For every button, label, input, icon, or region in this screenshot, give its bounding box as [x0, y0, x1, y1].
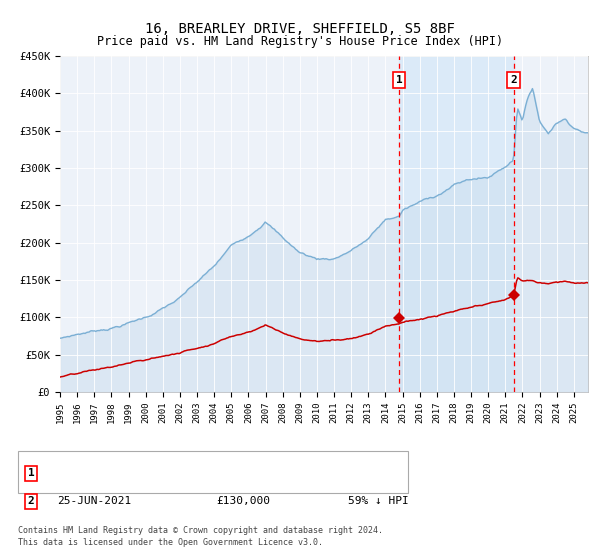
Text: HPI: Average price, detached house, Sheffield: HPI: Average price, detached house, Shef… — [60, 474, 319, 483]
Text: £98,995: £98,995 — [216, 468, 263, 478]
Text: 2: 2 — [510, 75, 517, 85]
Text: This data is licensed under the Open Government Licence v3.0.: This data is licensed under the Open Gov… — [18, 538, 323, 547]
Bar — [399, 56, 514, 392]
Text: 2: 2 — [28, 496, 35, 506]
Text: 25-JUN-2021: 25-JUN-2021 — [57, 496, 131, 506]
Text: Price paid vs. HM Land Registry's House Price Index (HPI): Price paid vs. HM Land Registry's House … — [97, 35, 503, 48]
Text: 59% ↓ HPI: 59% ↓ HPI — [348, 496, 409, 506]
Text: Contains HM Land Registry data © Crown copyright and database right 2024.: Contains HM Land Registry data © Crown c… — [18, 526, 383, 535]
Text: 16, BREARLEY DRIVE, SHEFFIELD, S5 8BF: 16, BREARLEY DRIVE, SHEFFIELD, S5 8BF — [145, 22, 455, 36]
Text: £130,000: £130,000 — [216, 496, 270, 506]
Text: 23-OCT-2014: 23-OCT-2014 — [57, 468, 131, 478]
Text: 16, BREARLEY DRIVE, SHEFFIELD, S5 8BF (detached house): 16, BREARLEY DRIVE, SHEFFIELD, S5 8BF (d… — [60, 456, 371, 465]
Text: 59% ↓ HPI: 59% ↓ HPI — [348, 468, 409, 478]
Text: 1: 1 — [396, 75, 403, 85]
Text: ——: —— — [36, 472, 51, 486]
Text: ——: —— — [36, 454, 51, 468]
Text: 1: 1 — [28, 468, 35, 478]
